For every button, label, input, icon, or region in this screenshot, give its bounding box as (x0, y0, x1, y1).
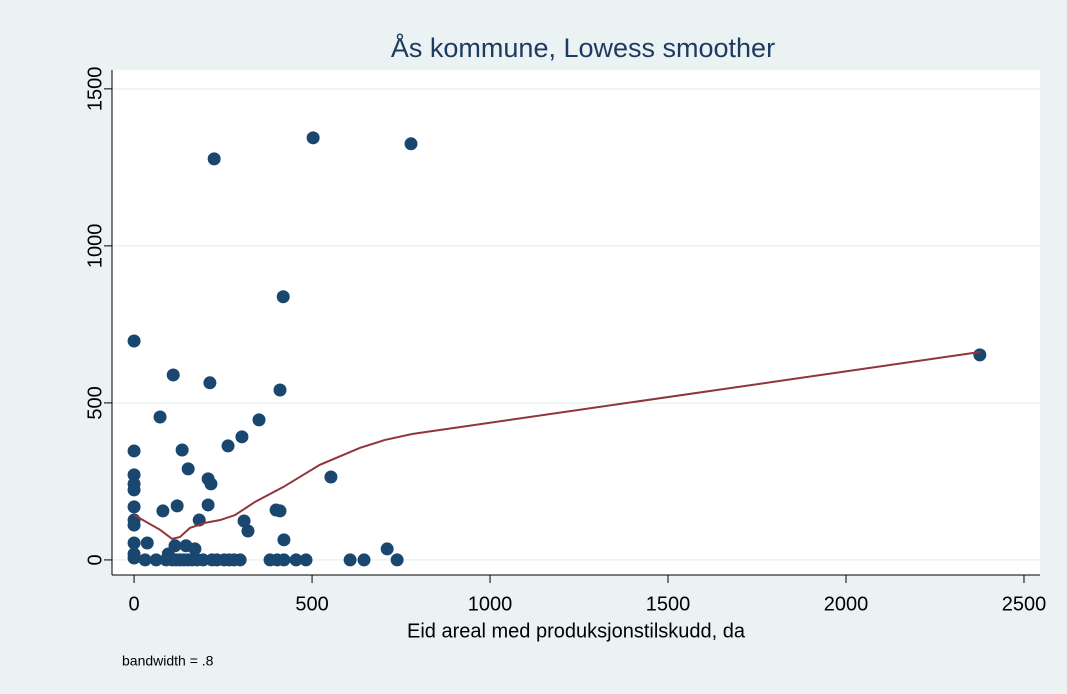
x-tick-label: 500 (295, 593, 328, 615)
point (973, 348, 987, 362)
point (277, 533, 291, 547)
lowess-line (133, 351, 980, 540)
marks (127, 131, 987, 567)
point (276, 290, 290, 304)
point (252, 413, 266, 427)
point (188, 542, 202, 556)
point (237, 514, 251, 528)
point (166, 368, 180, 382)
point (299, 553, 313, 567)
x-tick-label: 2500 (1002, 593, 1047, 615)
point (289, 553, 303, 567)
point (127, 444, 141, 458)
x-tick-label: 1500 (646, 593, 691, 615)
point (149, 553, 163, 567)
point (273, 504, 287, 518)
point (233, 553, 247, 567)
point (404, 137, 418, 151)
point (127, 518, 141, 532)
point (127, 468, 141, 482)
point (277, 553, 291, 567)
point (138, 553, 152, 567)
plot-area (112, 70, 1040, 575)
point (170, 499, 184, 513)
point (196, 553, 210, 567)
x-tick-label: 1000 (468, 593, 513, 615)
x-tick-label: 2000 (824, 593, 869, 615)
x-tick-label: 0 (129, 593, 140, 615)
point (153, 410, 167, 424)
point (140, 536, 154, 550)
point (127, 536, 141, 550)
x-axis-title: Eid areal med produksjonstilskudd, da (407, 620, 746, 642)
point (156, 504, 170, 518)
chart-title: Ås kommune, Lowess smoother (391, 32, 775, 63)
point (390, 553, 404, 567)
point (221, 439, 235, 453)
point (380, 542, 394, 556)
point (127, 500, 141, 514)
y-tick-label: 500 (84, 386, 106, 419)
point (127, 334, 141, 348)
point (306, 131, 320, 145)
point (241, 524, 255, 538)
point (273, 383, 287, 397)
point (324, 470, 338, 484)
point (175, 443, 189, 457)
point (204, 477, 218, 491)
point (357, 553, 371, 567)
note: bandwidth = .8 (122, 653, 214, 669)
point (201, 498, 215, 512)
point (235, 430, 249, 444)
point (127, 551, 141, 565)
y-tick-label: 1500 (84, 67, 106, 112)
point (127, 483, 141, 497)
y-tick-label: 1000 (84, 224, 106, 269)
point (207, 152, 221, 166)
point (343, 553, 357, 567)
point (203, 376, 217, 390)
point (181, 462, 195, 476)
y-tick-label: 0 (84, 554, 106, 565)
